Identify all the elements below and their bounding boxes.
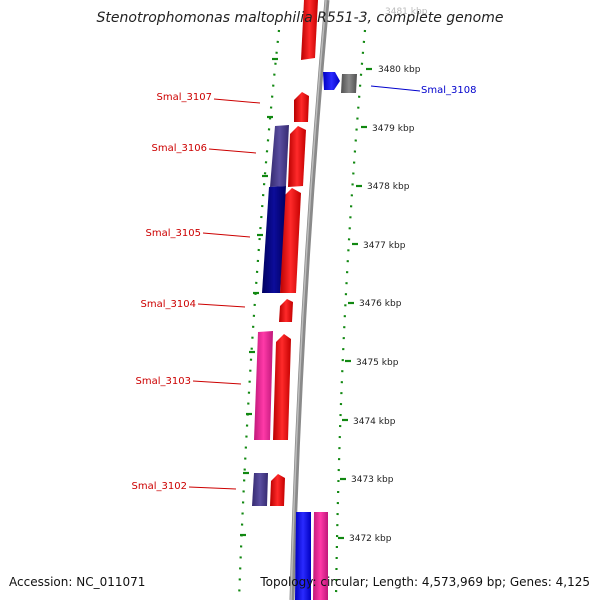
ruler-label-3472: 3472 kbp — [349, 534, 392, 544]
leader-smal-3102 — [188, 486, 237, 490]
leader-smal-3104 — [197, 303, 246, 308]
gene-label-smal-3107[interactable]: Smal_3107 — [157, 92, 212, 103]
gene-label-smal-3108[interactable]: Smal_3108 — [421, 85, 476, 96]
ruler-label-3474: 3474 kbp — [353, 417, 396, 427]
cds-feature-bottom-pink[interactable] — [313, 512, 328, 600]
cds-feature-smal-3105-paired[interactable] — [262, 186, 286, 293]
cds-feature-smal-3102[interactable] — [270, 474, 285, 506]
leader-smal-3108 — [370, 85, 421, 92]
cds-feature-smal-3103-paired[interactable] — [254, 331, 273, 440]
cds-feature-gray[interactable] — [341, 74, 357, 93]
cds-feature-smal-3108[interactable] — [323, 72, 340, 90]
cds-feature-smal-3104[interactable] — [279, 299, 293, 322]
ruler-left-dots — [237, 29, 281, 600]
gene-label-smal-3102[interactable]: Smal_3102 — [132, 481, 187, 492]
map-title: Stenotrophomonas maltophilia R551-3, com… — [96, 10, 504, 26]
accession-text: Accession: NC_011071 — [9, 575, 146, 589]
cds-track-inner — [270, 0, 318, 506]
cds-feature-smal-3106[interactable] — [288, 126, 306, 187]
ruler-label-3480: 3480 kbp — [378, 65, 421, 75]
cds-feature-bottom-blue[interactable] — [295, 512, 311, 600]
gene-label-smal-3106[interactable]: Smal_3106 — [152, 143, 207, 154]
ruler-label-3477: 3477 kbp — [363, 241, 406, 251]
cds-feature-smal-3103[interactable] — [273, 334, 291, 440]
gene-label-smal-3103[interactable]: Smal_3103 — [136, 376, 191, 387]
ruler-left-ticks — [240, 57, 278, 537]
cds-track-outer-left — [252, 125, 289, 506]
ruler-label-3478: 3478 kbp — [367, 182, 410, 192]
ruler-label-3481: 3481 kbp — [385, 7, 428, 17]
gene-label-smal-3105[interactable]: Smal_3105 — [146, 228, 201, 239]
ruler-right-dots — [334, 29, 367, 600]
cds-feature-smal-3102-paired[interactable] — [252, 473, 268, 506]
backbone-highlight — [290, 0, 327, 600]
leader-smal-3107 — [213, 98, 261, 104]
topology-text: Topology: circular; Length: 4,573,969 bp… — [260, 575, 590, 589]
ruler-label-3475: 3475 kbp — [356, 358, 399, 368]
cds-track-right — [295, 72, 357, 600]
backbone-arc — [289, 0, 330, 600]
leader-smal-3103 — [192, 380, 242, 385]
ruler-label-3473: 3473 kbp — [351, 475, 394, 485]
ruler-label-3479: 3479 kbp — [372, 124, 415, 134]
cds-feature-smal-3107[interactable] — [294, 92, 309, 122]
cds-feature[interactable] — [301, 0, 318, 60]
ruler-label-3476: 3476 kbp — [359, 299, 402, 309]
gene-label-smal-3104[interactable]: Smal_3104 — [141, 299, 196, 310]
leader-smal-3106 — [208, 148, 257, 154]
cds-feature-smal-3105[interactable] — [280, 188, 301, 293]
cds-feature-smal-3106-paired[interactable] — [270, 125, 289, 187]
ruler-major-ticks — [338, 67, 372, 540]
leader-smal-3105 — [202, 232, 251, 238]
